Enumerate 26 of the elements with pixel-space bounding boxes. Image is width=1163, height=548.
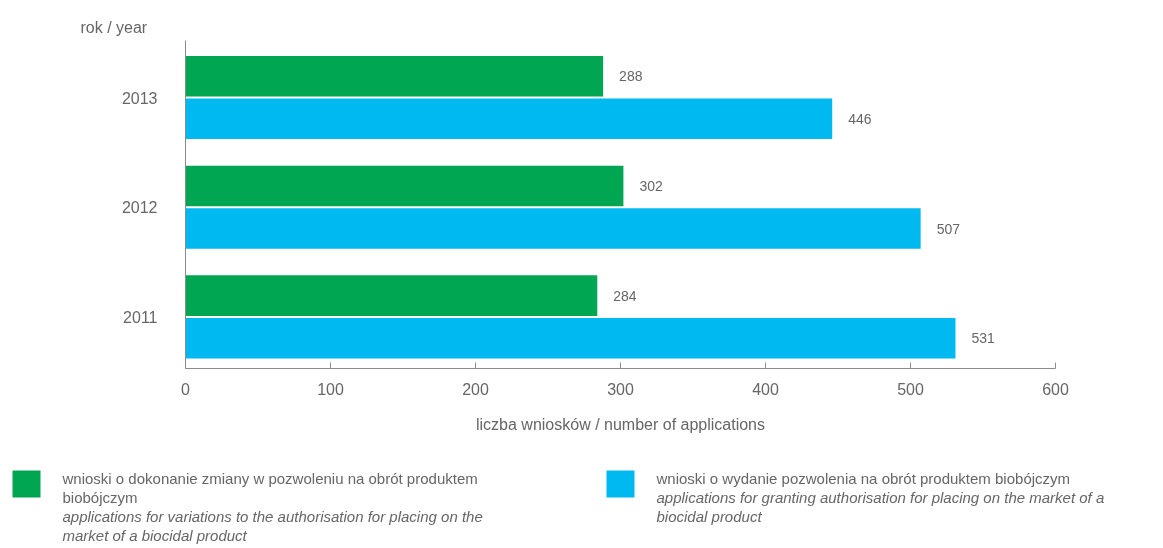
x-tick-label: 300: [607, 380, 634, 398]
x-tick-label: 400: [752, 380, 779, 398]
x-tick-label: 0: [181, 380, 191, 398]
y-tick-label: 2013: [121, 89, 158, 107]
data-label: 507: [936, 220, 961, 237]
data-label: 288: [619, 68, 643, 85]
x-tick-label: 600: [1042, 380, 1069, 398]
bar: [185, 317, 956, 359]
data-label: 446: [848, 110, 872, 127]
data-label: 531: [971, 330, 996, 347]
y-tick-label: 2012: [121, 199, 158, 217]
bar: [185, 98, 833, 140]
y-axis-title: rok / year: [80, 18, 148, 36]
bar: [185, 55, 604, 97]
x-tick-label: 100: [317, 380, 344, 398]
legend-label: wnioski o dokonanie zmiany w pozwoleniu na obrót produktem biobójczym applications for variations to the authorisation for placing on the market of a biocidal product: [61, 470, 483, 544]
data-label: 284: [613, 287, 637, 304]
data-label: 302: [639, 177, 663, 194]
y-tick-label: 2011: [123, 308, 158, 326]
legend-label: wnioski o wydanie pozwolenia na obrót produktem biobójczym applications for granting authorisation for placing on the market of a biocidal product: [655, 470, 1105, 525]
x-axis-title: liczba wniosków / number of applications: [475, 415, 766, 433]
bar: [185, 165, 624, 207]
x-tick-label: 500: [897, 380, 924, 398]
bar: [185, 275, 598, 316]
bar: [185, 208, 921, 249]
x-tick-label: 200: [462, 380, 489, 398]
